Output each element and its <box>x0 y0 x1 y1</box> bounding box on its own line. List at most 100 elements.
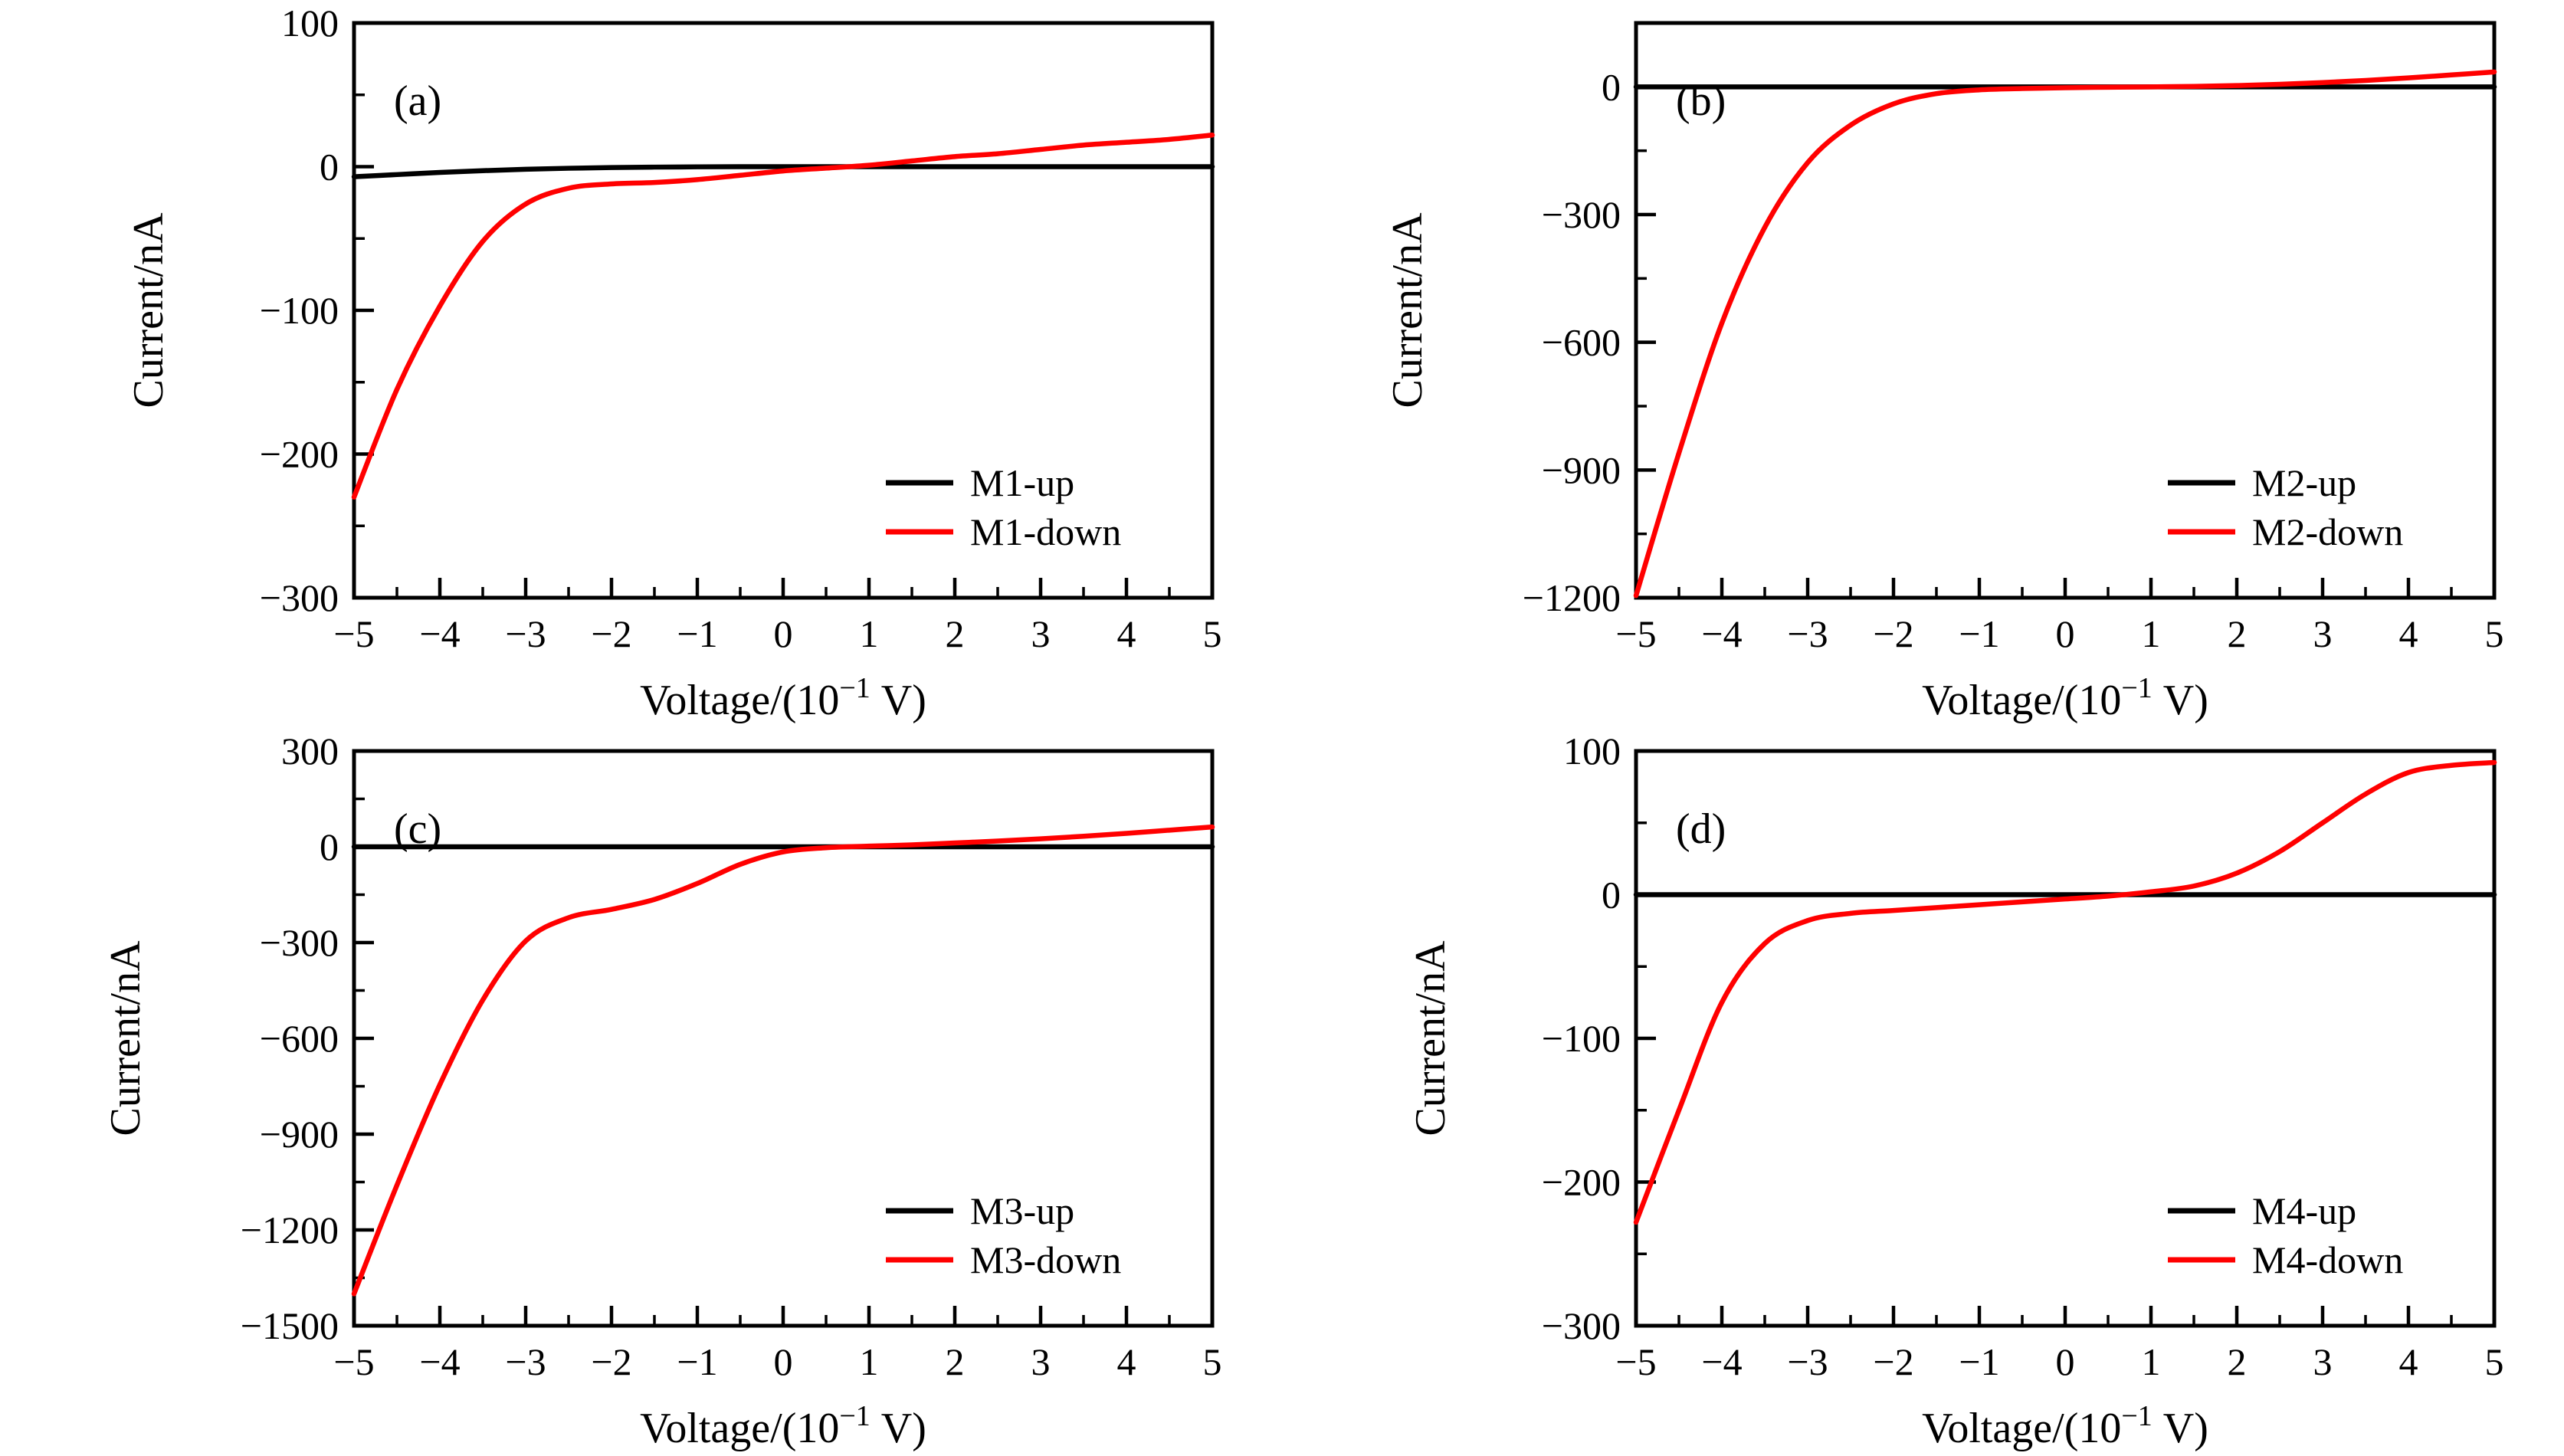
x-tick-label: 2 <box>2228 612 2247 655</box>
y-tick-label: −300 <box>260 576 339 619</box>
y-tick-label: 0 <box>1602 874 1621 917</box>
x-tick-label: 2 <box>946 612 965 655</box>
x-tick-label: 1 <box>860 1340 879 1383</box>
x-tick-label: −3 <box>1787 612 1828 655</box>
series-M1-down <box>351 133 1215 500</box>
x-tick-label: −1 <box>677 612 717 655</box>
panel-d-chart: −5 −4 −3 −2 −1 0 1 2 3 4 5 100 0 −100 −200 −300 (d) M4-up… <box>1407 730 2504 1452</box>
y-tick-label: 0 <box>1602 65 1621 108</box>
x-tick-label: 0 <box>2056 1340 2075 1383</box>
x-tick-label: 5 <box>2485 1340 2504 1383</box>
y-axis-title: Current/nA <box>1407 940 1454 1136</box>
x-tick-label: −4 <box>1701 612 1742 655</box>
legend-label-M4-up: M4-up <box>2252 1189 2356 1232</box>
x-axis-title: Voltage/(10−1 V) <box>1922 1400 2208 1452</box>
y-tick-label: −900 <box>1542 448 1621 491</box>
x-tick-label: 4 <box>2399 612 2418 655</box>
legend-label-M2-up: M2-up <box>2252 461 2356 504</box>
x-tick-label: 0 <box>774 1340 793 1383</box>
panel-c-chart: −5 −4 −3 −2 −1 0 1 2 3 4 5 300 0 −300 −600 −900 −1200 −15… <box>102 730 1222 1452</box>
x-tick-label: −2 <box>1873 1340 1913 1383</box>
panel-a-chart: −5 −4 −3 −2 −1 0 1 2 3 4 5 100 0 −100 −200 −300 (a) M1-up… <box>125 2 1222 724</box>
x-tick-label: −3 <box>1787 1340 1828 1383</box>
x-axis-title: Voltage/(10−1 V) <box>1922 672 2208 724</box>
y-axis-title: Current/nA <box>125 212 172 408</box>
x-axis-title: Voltage/(10−1 V) <box>640 1400 926 1452</box>
figure-panel-d: −5 −4 −3 −2 −1 0 1 2 3 4 5 100 0 −100 −200 −300 (d) M4-up… <box>1282 728 2564 1456</box>
x-tick-label: 3 <box>1031 612 1051 655</box>
x-tick-label: −1 <box>1959 612 1999 655</box>
x-tick-label: −2 <box>591 612 631 655</box>
y-axis-title: Current/nA <box>102 940 149 1136</box>
legend-label-M2-down: M2-down <box>2252 510 2403 553</box>
x-tick-label: −4 <box>1701 1340 1742 1383</box>
series-M3-down <box>351 824 1215 1297</box>
x-tick-label: −5 <box>333 1340 374 1383</box>
legend-label-M3-up: M3-up <box>970 1189 1074 1232</box>
x-tick-label: 4 <box>1117 1340 1136 1383</box>
y-tick-label: 300 <box>281 730 339 772</box>
x-tick-label: 2 <box>946 1340 965 1383</box>
x-tick-label: 1 <box>860 612 879 655</box>
y-tick-label: −100 <box>1542 1017 1621 1060</box>
series-M4-down <box>1633 759 2497 1225</box>
x-tick-label: −4 <box>419 612 460 655</box>
x-tick-label: −4 <box>419 1340 460 1383</box>
panel-label: (d) <box>1676 805 1726 853</box>
y-tick-label: −100 <box>260 289 339 332</box>
y-tick-label: −300 <box>1542 1304 1621 1347</box>
x-tick-label: 5 <box>2485 612 2504 655</box>
series-M2-down <box>1633 69 2497 598</box>
figure-panel-c: −5 −4 −3 −2 −1 0 1 2 3 4 5 300 0 −300 −600 −900 −1200 −15… <box>0 728 1282 1456</box>
y-tick-label: 100 <box>1563 730 1621 772</box>
x-tick-label: −5 <box>1615 612 1656 655</box>
y-axis-title: Current/nA <box>1384 212 1431 408</box>
x-tick-label: 3 <box>1031 1340 1051 1383</box>
x-tick-label: −5 <box>333 612 374 655</box>
y-tick-label: 0 <box>320 146 339 189</box>
figure-panel-b: −5 −4 −3 −2 −1 0 1 2 3 4 5 0 −300 −600 −900 −1200 (b) M2-… <box>1282 0 2564 728</box>
y-tick-label: −900 <box>260 1113 339 1156</box>
y-tick-label: −300 <box>260 921 339 964</box>
x-tick-label: −1 <box>1959 1340 1999 1383</box>
figure-panel-a: −5 −4 −3 −2 −1 0 1 2 3 4 5 100 0 −100 −200 −300 (a) M1-up… <box>0 0 1282 728</box>
legend-label-M1-up: M1-up <box>970 461 1074 504</box>
x-tick-label: 1 <box>2142 1340 2161 1383</box>
legend-label-M1-down: M1-down <box>970 510 1121 553</box>
y-tick-label: −1500 <box>241 1304 339 1347</box>
x-tick-label: 3 <box>2313 612 2333 655</box>
series-M1-up <box>351 164 1215 179</box>
x-tick-label: 4 <box>1117 612 1136 655</box>
x-tick-label: 4 <box>2399 1340 2418 1383</box>
y-tick-label: 100 <box>281 2 339 44</box>
y-tick-label: −300 <box>1542 193 1621 236</box>
x-axis-title: Voltage/(10−1 V) <box>640 672 926 724</box>
y-tick-label: −600 <box>260 1017 339 1060</box>
x-tick-label: 0 <box>774 612 793 655</box>
y-tick-label: −1200 <box>1523 576 1621 619</box>
y-tick-label: 0 <box>320 825 339 868</box>
panel-label: (b) <box>1676 77 1726 125</box>
legend-label-M3-down: M3-down <box>970 1238 1121 1281</box>
panel-b-chart: −5 −4 −3 −2 −1 0 1 2 3 4 5 0 −300 −600 −900 −1200 (b) M2-… <box>1384 21 2504 724</box>
x-tick-label: −2 <box>1873 612 1913 655</box>
x-tick-label: 5 <box>1203 612 1222 655</box>
x-tick-label: 3 <box>2313 1340 2333 1383</box>
x-tick-label: −1 <box>677 1340 717 1383</box>
x-tick-label: −2 <box>591 1340 631 1383</box>
x-tick-label: −3 <box>505 612 546 655</box>
y-tick-label: −600 <box>1542 321 1621 364</box>
y-tick-label: −200 <box>1542 1161 1621 1204</box>
x-tick-label: −3 <box>505 1340 546 1383</box>
x-tick-label: 0 <box>2056 612 2075 655</box>
panel-label: (c) <box>394 805 441 853</box>
legend-label-M4-down: M4-down <box>2252 1238 2403 1281</box>
panel-label: (a) <box>394 77 441 125</box>
x-tick-label: 2 <box>2228 1340 2247 1383</box>
x-tick-label: −5 <box>1615 1340 1656 1383</box>
y-tick-label: −200 <box>260 433 339 476</box>
y-tick-label: −1200 <box>241 1208 339 1251</box>
x-tick-label: 1 <box>2142 612 2161 655</box>
x-tick-label: 5 <box>1203 1340 1222 1383</box>
